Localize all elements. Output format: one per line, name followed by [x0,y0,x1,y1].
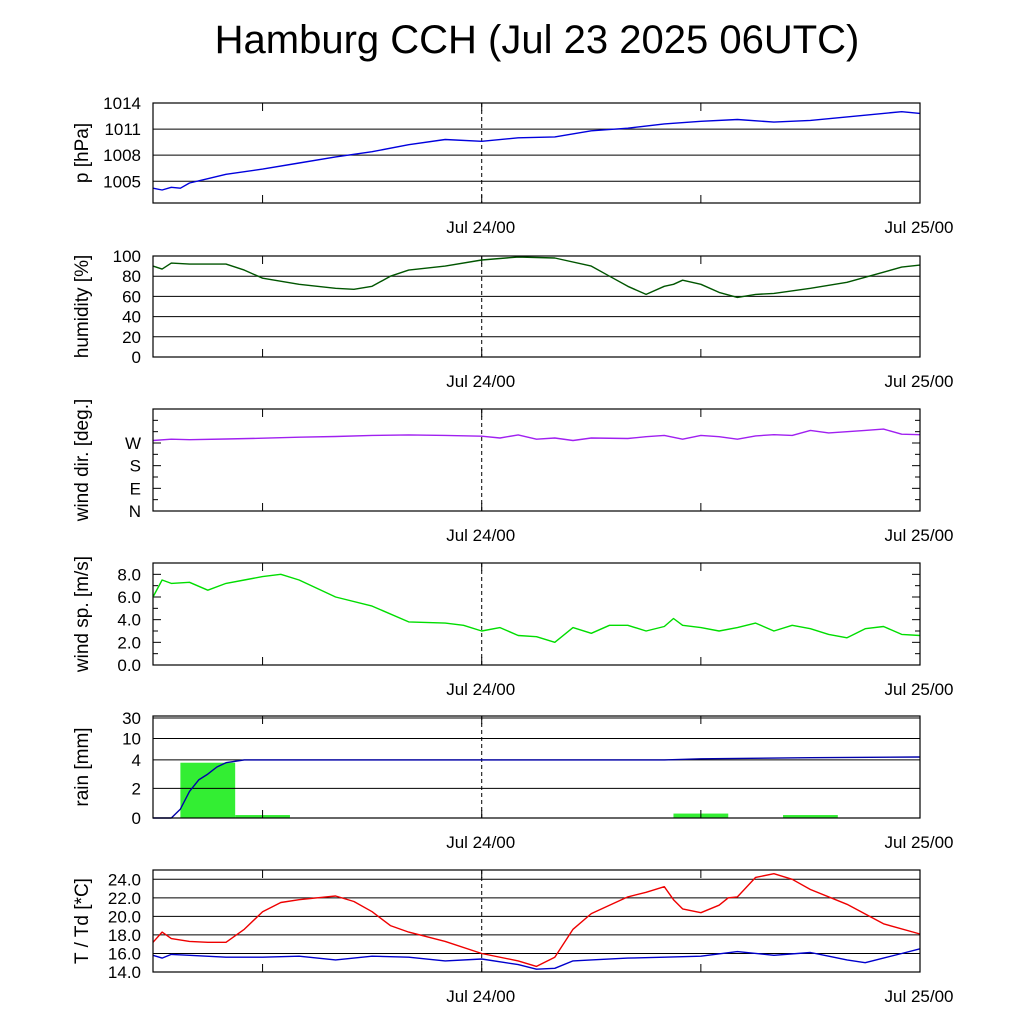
series-line-humidity [152,256,921,299]
y-tick-label: 30 [122,709,141,728]
y-tick-label: 4.0 [117,611,141,630]
y-tick-label: 2 [132,779,141,798]
x-tick-label: Jul 25/00 [885,218,954,237]
panel-6: 14.016.018.020.022.024.0 Jul 24/00 Jul 25/… [72,869,954,1006]
y-tick-label: 1014 [103,94,141,113]
y-tick-label: 0 [132,348,141,367]
plot-frame [152,715,921,819]
y-tick-label: 8.0 [117,565,141,584]
x-tick-label: Jul 25/00 [885,680,954,699]
y-axis-label: rain [mm] [72,727,93,806]
y-tick-label: N [129,502,141,521]
x-tick-label: Jul 25/00 [885,372,954,391]
y-tick-label: 0.0 [117,656,141,675]
y-tick-label: 24.0 [108,870,141,889]
series-line-rain_cumulative [153,756,921,819]
plot-frame [152,562,921,666]
x-tick-label: Jul 24/00 [446,372,515,391]
panel-1: 1005 1008 1011 1014 Jul 24/00 Jul 25/00 p [hPa… [72,94,954,237]
y-tick-label: W [125,434,141,453]
series-line-wind_speed [152,573,921,643]
y-tick-label: 1005 [103,172,141,191]
y-tick-label: 6.0 [117,588,141,607]
x-tick-label: Jul 25/00 [885,987,954,1006]
x-tick-label: Jul 24/00 [446,680,515,699]
y-tick-label: 60 [122,287,141,306]
y-tick-label: 1008 [103,146,141,165]
plot-frame [152,869,921,973]
x-tick-label: Jul 24/00 [446,987,515,1006]
x-tick-label: Jul 24/00 [446,833,515,852]
y-tick-label: 0 [132,809,141,828]
rain-bar-4 [783,815,838,818]
y-tick-label: 2.0 [117,633,141,652]
plot-frame [152,102,921,204]
y-tick-label: 16.0 [108,944,141,963]
y-tick-label: 14.0 [108,963,141,982]
y-tick-label: 18.0 [108,926,141,945]
page-title: Hamburg CCH (Jul 23 2025 06UTC) [214,18,860,62]
series-line-pressure [152,110,921,191]
y-axis-label: p [hPa] [72,123,93,183]
y-tick-label: 100 [113,247,141,266]
y-tick-label: 80 [122,267,141,286]
x-tick-label: Jul 24/00 [446,526,515,545]
x-tick-label: Jul 24/00 [446,218,515,237]
y-tick-label: 22.0 [108,889,141,908]
y-axis-label: humidity [%] [72,255,93,358]
x-tick-label: Jul 25/00 [885,833,954,852]
panel-4: 0.0 2.0 4.0 6.0 8.0 Jul 24/00 Jul 25/00 wind sp… [72,556,954,699]
y-tick-label: 10 [122,729,141,748]
plot-frame [152,408,921,512]
y-axis-label: wind dir. [deg.] [72,399,93,523]
y-tick-label: E [130,479,141,498]
plot-frame [152,255,921,358]
series-line-dewpoint [152,948,921,970]
y-axis-label: T / Td [*C] [72,878,93,964]
y-axis-label: wind sp. [m/s] [72,556,93,673]
x-tick-label: Jul 25/00 [885,526,954,545]
y-tick-label: 1011 [104,120,141,139]
y-tick-label: 20.0 [108,907,141,926]
rain-bar-1 [180,762,236,818]
y-tick-label: S [130,457,141,476]
y-tick-label: 20 [122,328,141,347]
y-tick-label: 40 [122,308,141,327]
series-line-temperature [152,873,921,968]
y-tick-label: 4 [132,751,141,770]
series-line-wind_dir [152,428,921,442]
